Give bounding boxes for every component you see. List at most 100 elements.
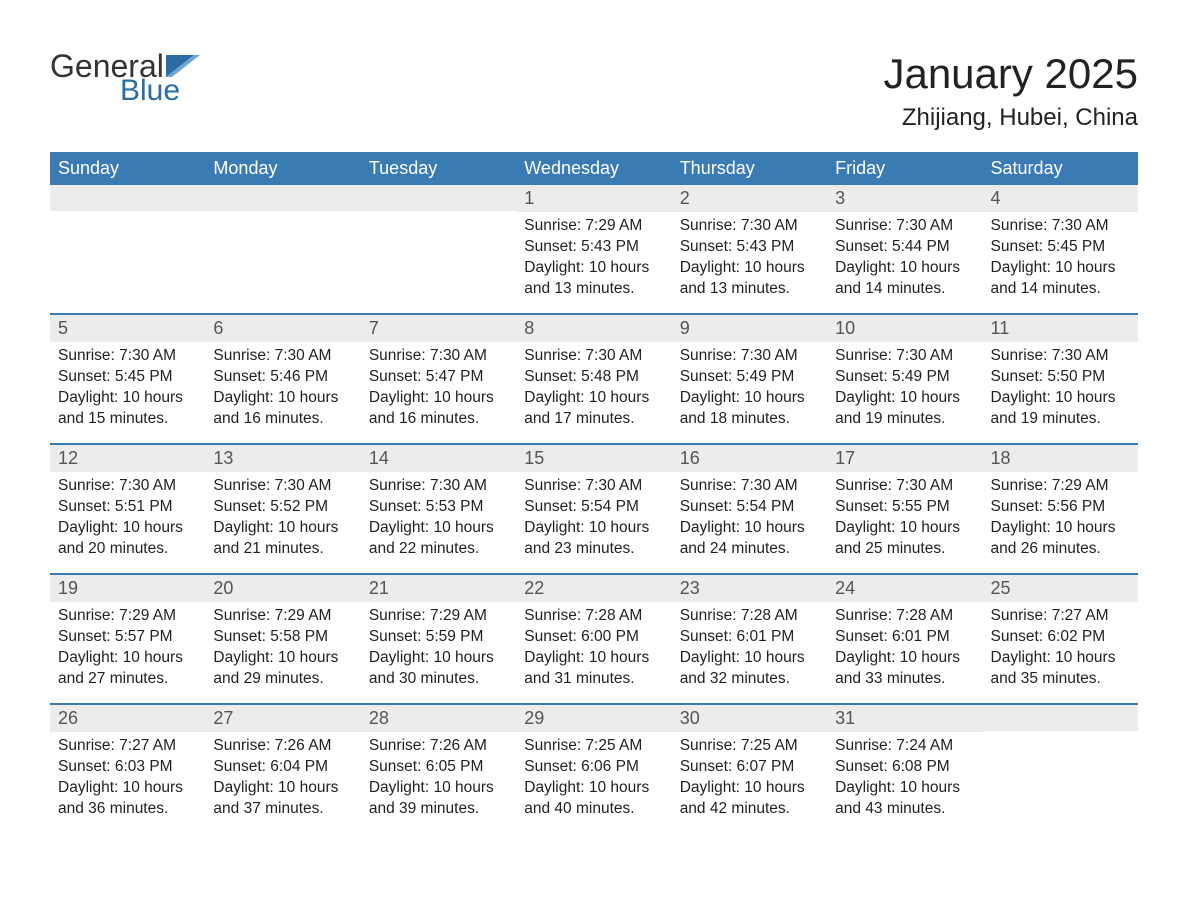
day-number: 10 xyxy=(827,315,982,342)
sunset-text: Sunset: 5:54 PM xyxy=(524,497,663,518)
dow-monday: Monday xyxy=(205,152,360,185)
daylight-text: Daylight: 10 hours and 18 minutes. xyxy=(680,388,819,430)
daylight-text: Daylight: 10 hours and 30 minutes. xyxy=(369,648,508,690)
calendar-day-cell xyxy=(361,185,516,313)
day-body: Sunrise: 7:25 AMSunset: 6:06 PMDaylight:… xyxy=(516,732,671,820)
sunrise-text: Sunrise: 7:29 AM xyxy=(369,606,508,627)
day-number: 1 xyxy=(516,185,671,212)
day-body: Sunrise: 7:30 AMSunset: 5:55 PMDaylight:… xyxy=(827,472,982,560)
page-header: General Blue January 2025 Zhijiang, Hube… xyxy=(50,50,1138,132)
daylight-text: Daylight: 10 hours and 25 minutes. xyxy=(835,518,974,560)
calendar-day-cell: 29Sunrise: 7:25 AMSunset: 6:06 PMDayligh… xyxy=(516,705,671,833)
day-body: Sunrise: 7:30 AMSunset: 5:53 PMDaylight:… xyxy=(361,472,516,560)
calendar-day-cell: 12Sunrise: 7:30 AMSunset: 5:51 PMDayligh… xyxy=(50,445,205,573)
sunset-text: Sunset: 5:46 PM xyxy=(213,367,352,388)
day-number: 16 xyxy=(672,445,827,472)
sunset-text: Sunset: 5:52 PM xyxy=(213,497,352,518)
sunset-text: Sunset: 5:49 PM xyxy=(835,367,974,388)
daylight-text: Daylight: 10 hours and 13 minutes. xyxy=(680,258,819,300)
day-body: Sunrise: 7:28 AMSunset: 6:00 PMDaylight:… xyxy=(516,602,671,690)
calendar-day-cell: 18Sunrise: 7:29 AMSunset: 5:56 PMDayligh… xyxy=(983,445,1138,573)
sunrise-text: Sunrise: 7:29 AM xyxy=(991,476,1130,497)
sunrise-text: Sunrise: 7:27 AM xyxy=(58,736,197,757)
sunrise-text: Sunrise: 7:30 AM xyxy=(58,476,197,497)
daylight-text: Daylight: 10 hours and 36 minutes. xyxy=(58,778,197,820)
sunset-text: Sunset: 6:02 PM xyxy=(991,627,1130,648)
day-number xyxy=(205,185,360,211)
calendar-day-cell: 28Sunrise: 7:26 AMSunset: 6:05 PMDayligh… xyxy=(361,705,516,833)
sunrise-text: Sunrise: 7:30 AM xyxy=(680,476,819,497)
day-body: Sunrise: 7:24 AMSunset: 6:08 PMDaylight:… xyxy=(827,732,982,820)
day-body: Sunrise: 7:25 AMSunset: 6:07 PMDaylight:… xyxy=(672,732,827,820)
calendar-day-cell: 2Sunrise: 7:30 AMSunset: 5:43 PMDaylight… xyxy=(672,185,827,313)
calendar-day-cell xyxy=(205,185,360,313)
daylight-text: Daylight: 10 hours and 19 minutes. xyxy=(991,388,1130,430)
sunrise-text: Sunrise: 7:26 AM xyxy=(369,736,508,757)
sunrise-text: Sunrise: 7:30 AM xyxy=(680,216,819,237)
sunset-text: Sunset: 6:04 PM xyxy=(213,757,352,778)
calendar-day-cell: 24Sunrise: 7:28 AMSunset: 6:01 PMDayligh… xyxy=(827,575,982,703)
calendar-day-cell: 7Sunrise: 7:30 AMSunset: 5:47 PMDaylight… xyxy=(361,315,516,443)
daylight-text: Daylight: 10 hours and 42 minutes. xyxy=(680,778,819,820)
day-body: Sunrise: 7:30 AMSunset: 5:49 PMDaylight:… xyxy=(672,342,827,430)
daylight-text: Daylight: 10 hours and 19 minutes. xyxy=(835,388,974,430)
daylight-text: Daylight: 10 hours and 16 minutes. xyxy=(369,388,508,430)
day-number: 15 xyxy=(516,445,671,472)
calendar-day-cell: 11Sunrise: 7:30 AMSunset: 5:50 PMDayligh… xyxy=(983,315,1138,443)
sunset-text: Sunset: 5:45 PM xyxy=(991,237,1130,258)
calendar-day-cell: 5Sunrise: 7:30 AMSunset: 5:45 PMDaylight… xyxy=(50,315,205,443)
sunset-text: Sunset: 5:49 PM xyxy=(680,367,819,388)
daylight-text: Daylight: 10 hours and 31 minutes. xyxy=(524,648,663,690)
sunset-text: Sunset: 5:51 PM xyxy=(58,497,197,518)
title-block: January 2025 Zhijiang, Hubei, China xyxy=(883,50,1138,132)
sunset-text: Sunset: 5:44 PM xyxy=(835,237,974,258)
calendar-week-row: 5Sunrise: 7:30 AMSunset: 5:45 PMDaylight… xyxy=(50,313,1138,443)
daylight-text: Daylight: 10 hours and 16 minutes. xyxy=(213,388,352,430)
calendar-weeks: 1Sunrise: 7:29 AMSunset: 5:43 PMDaylight… xyxy=(50,185,1138,833)
daylight-text: Daylight: 10 hours and 32 minutes. xyxy=(680,648,819,690)
calendar-day-cell: 14Sunrise: 7:30 AMSunset: 5:53 PMDayligh… xyxy=(361,445,516,573)
daylight-text: Daylight: 10 hours and 39 minutes. xyxy=(369,778,508,820)
day-number: 5 xyxy=(50,315,205,342)
sunrise-text: Sunrise: 7:24 AM xyxy=(835,736,974,757)
day-number: 7 xyxy=(361,315,516,342)
day-body: Sunrise: 7:26 AMSunset: 6:04 PMDaylight:… xyxy=(205,732,360,820)
location-text: Zhijiang, Hubei, China xyxy=(883,104,1138,132)
sunrise-text: Sunrise: 7:25 AM xyxy=(680,736,819,757)
day-number: 8 xyxy=(516,315,671,342)
calendar-day-cell: 27Sunrise: 7:26 AMSunset: 6:04 PMDayligh… xyxy=(205,705,360,833)
day-number: 31 xyxy=(827,705,982,732)
sunrise-text: Sunrise: 7:29 AM xyxy=(524,216,663,237)
day-body: Sunrise: 7:27 AMSunset: 6:03 PMDaylight:… xyxy=(50,732,205,820)
day-body: Sunrise: 7:30 AMSunset: 5:51 PMDaylight:… xyxy=(50,472,205,560)
calendar-week-row: 1Sunrise: 7:29 AMSunset: 5:43 PMDaylight… xyxy=(50,185,1138,313)
day-number: 13 xyxy=(205,445,360,472)
sunset-text: Sunset: 6:08 PM xyxy=(835,757,974,778)
day-number: 12 xyxy=(50,445,205,472)
sunset-text: Sunset: 5:57 PM xyxy=(58,627,197,648)
calendar-day-cell: 19Sunrise: 7:29 AMSunset: 5:57 PMDayligh… xyxy=(50,575,205,703)
dow-saturday: Saturday xyxy=(983,152,1138,185)
dow-sunday: Sunday xyxy=(50,152,205,185)
calendar-day-cell: 25Sunrise: 7:27 AMSunset: 6:02 PMDayligh… xyxy=(983,575,1138,703)
day-number: 30 xyxy=(672,705,827,732)
day-number: 26 xyxy=(50,705,205,732)
sunrise-text: Sunrise: 7:28 AM xyxy=(524,606,663,627)
day-body: Sunrise: 7:30 AMSunset: 5:52 PMDaylight:… xyxy=(205,472,360,560)
day-body: Sunrise: 7:30 AMSunset: 5:48 PMDaylight:… xyxy=(516,342,671,430)
daylight-text: Daylight: 10 hours and 24 minutes. xyxy=(680,518,819,560)
calendar-week-row: 19Sunrise: 7:29 AMSunset: 5:57 PMDayligh… xyxy=(50,573,1138,703)
day-number: 2 xyxy=(672,185,827,212)
sunset-text: Sunset: 6:05 PM xyxy=(369,757,508,778)
day-number: 14 xyxy=(361,445,516,472)
day-body: Sunrise: 7:30 AMSunset: 5:44 PMDaylight:… xyxy=(827,212,982,300)
sunrise-text: Sunrise: 7:29 AM xyxy=(58,606,197,627)
day-body: Sunrise: 7:28 AMSunset: 6:01 PMDaylight:… xyxy=(672,602,827,690)
day-number: 18 xyxy=(983,445,1138,472)
calendar-day-cell: 21Sunrise: 7:29 AMSunset: 5:59 PMDayligh… xyxy=(361,575,516,703)
daylight-text: Daylight: 10 hours and 21 minutes. xyxy=(213,518,352,560)
daylight-text: Daylight: 10 hours and 26 minutes. xyxy=(991,518,1130,560)
sunset-text: Sunset: 5:54 PM xyxy=(680,497,819,518)
sunrise-text: Sunrise: 7:30 AM xyxy=(524,476,663,497)
calendar-day-cell: 23Sunrise: 7:28 AMSunset: 6:01 PMDayligh… xyxy=(672,575,827,703)
